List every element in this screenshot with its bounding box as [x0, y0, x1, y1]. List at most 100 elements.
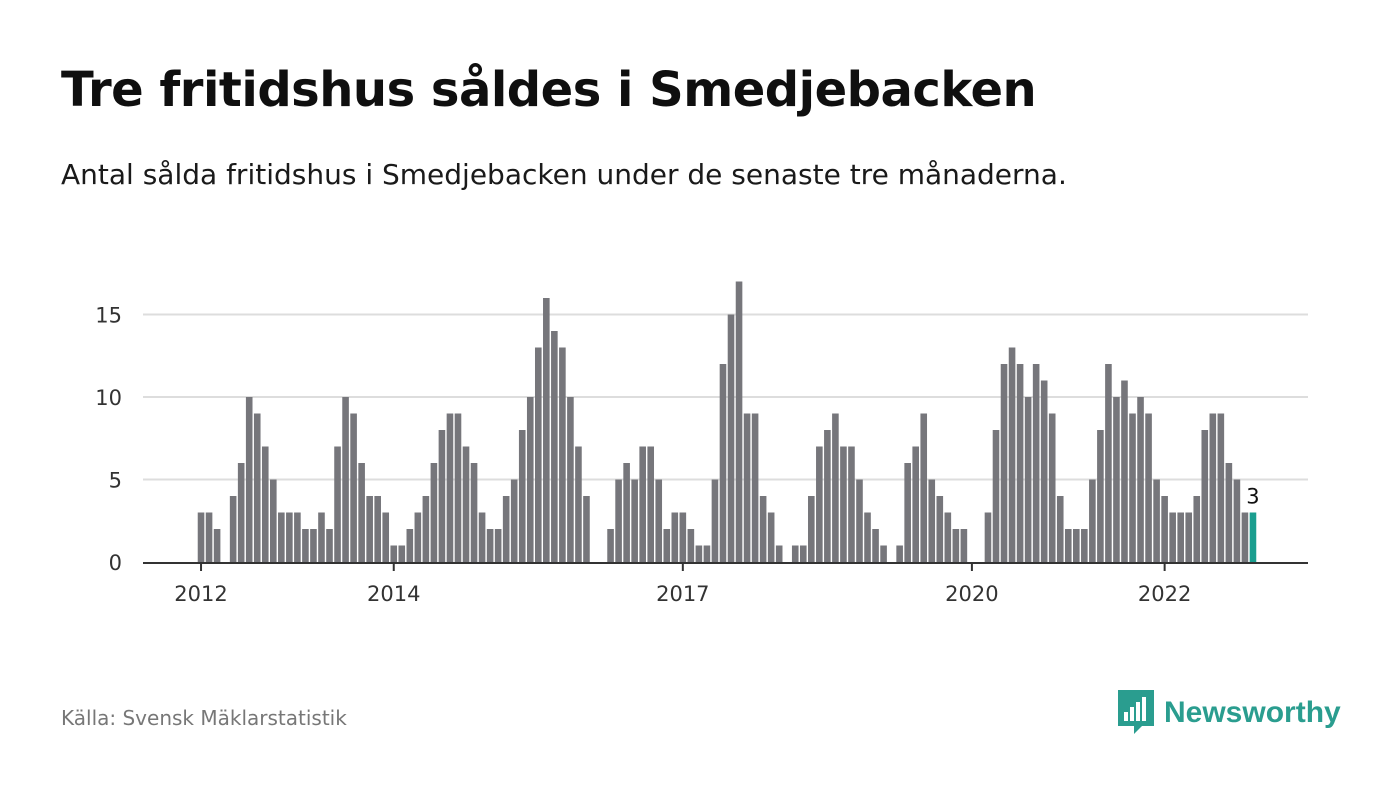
bar[interactable] — [1153, 479, 1160, 563]
bar[interactable] — [534, 347, 542, 563]
bar[interactable] — [1217, 413, 1225, 563]
bar[interactable] — [1113, 397, 1120, 562]
bar[interactable] — [350, 413, 357, 563]
bar-highlight[interactable] — [1249, 512, 1257, 563]
bar[interactable] — [510, 479, 518, 563]
bar[interactable] — [559, 347, 566, 563]
bar[interactable] — [759, 496, 767, 562]
bar[interactable] — [912, 446, 919, 563]
bar[interactable] — [864, 512, 871, 563]
bar[interactable] — [775, 545, 783, 563]
bar[interactable] — [470, 463, 478, 562]
bar[interactable] — [1016, 364, 1024, 562]
bar[interactable] — [1073, 529, 1080, 562]
bar[interactable] — [462, 446, 470, 563]
bar[interactable] — [711, 479, 719, 563]
bar[interactable] — [318, 512, 325, 563]
bar[interactable] — [1000, 364, 1008, 562]
bar[interactable] — [358, 463, 365, 562]
bar[interactable] — [406, 529, 414, 562]
bar[interactable] — [446, 413, 454, 563]
bar[interactable] — [583, 496, 590, 562]
bar[interactable] — [623, 463, 630, 562]
bar[interactable] — [824, 430, 831, 562]
bar[interactable] — [1089, 479, 1096, 563]
bar[interactable] — [1064, 529, 1072, 562]
bar[interactable] — [936, 496, 944, 562]
bar[interactable] — [1081, 529, 1088, 562]
bar[interactable] — [647, 446, 655, 563]
bar[interactable] — [687, 529, 695, 562]
bar[interactable] — [1233, 479, 1241, 563]
bar[interactable] — [655, 479, 663, 563]
bar[interactable] — [382, 512, 390, 563]
bar[interactable] — [607, 529, 614, 562]
bar[interactable] — [992, 430, 1000, 562]
bar[interactable] — [1129, 413, 1136, 563]
bar[interactable] — [1040, 380, 1048, 563]
bar[interactable] — [799, 545, 807, 563]
bar[interactable] — [567, 397, 574, 562]
bar[interactable] — [1097, 430, 1104, 562]
bar[interactable] — [1193, 496, 1201, 562]
bar[interactable] — [390, 545, 398, 563]
bar[interactable] — [278, 512, 285, 563]
bar[interactable] — [1008, 347, 1016, 563]
bar[interactable] — [767, 512, 775, 563]
bar[interactable] — [615, 479, 622, 563]
bar[interactable] — [543, 298, 550, 562]
bar[interactable] — [366, 496, 373, 562]
bar[interactable] — [1209, 413, 1217, 563]
bar[interactable] — [1177, 512, 1184, 563]
bar[interactable] — [631, 479, 638, 563]
bar[interactable] — [872, 529, 879, 562]
bar[interactable] — [1169, 512, 1176, 563]
bar[interactable] — [920, 413, 928, 563]
bar[interactable] — [663, 529, 671, 562]
bar[interactable] — [237, 463, 245, 562]
bar[interactable] — [398, 545, 406, 563]
bar[interactable] — [1024, 397, 1032, 562]
bar[interactable] — [848, 446, 855, 563]
bar[interactable] — [944, 512, 952, 563]
bar[interactable] — [1145, 413, 1152, 563]
bar[interactable] — [342, 397, 349, 562]
bar[interactable] — [840, 446, 847, 563]
bar[interactable] — [502, 496, 510, 562]
bar[interactable] — [430, 463, 438, 562]
bar[interactable] — [671, 512, 679, 563]
bar[interactable] — [205, 512, 213, 563]
bar[interactable] — [1185, 512, 1193, 563]
bar[interactable] — [575, 446, 582, 563]
bar[interactable] — [286, 512, 293, 563]
bar[interactable] — [422, 496, 430, 562]
bar[interactable] — [880, 545, 887, 563]
bar[interactable] — [302, 529, 309, 562]
brand-logo[interactable]: Newsworthy — [1118, 690, 1341, 736]
bar[interactable] — [1137, 397, 1144, 562]
bar[interactable] — [1121, 380, 1128, 563]
bar[interactable] — [1161, 496, 1168, 562]
bar[interactable] — [454, 413, 462, 563]
bar[interactable] — [952, 529, 960, 562]
bar[interactable] — [703, 545, 711, 563]
bar[interactable] — [808, 496, 815, 562]
bar[interactable] — [816, 446, 823, 563]
bar[interactable] — [253, 413, 261, 563]
bar[interactable] — [326, 529, 333, 562]
bar[interactable] — [494, 529, 502, 562]
bar[interactable] — [478, 512, 486, 563]
bar[interactable] — [213, 529, 221, 562]
bar[interactable] — [751, 413, 759, 563]
bar[interactable] — [518, 430, 526, 562]
bar[interactable] — [904, 463, 911, 562]
bar[interactable] — [294, 512, 301, 563]
bar[interactable] — [414, 512, 422, 563]
bar[interactable] — [695, 545, 703, 563]
bar[interactable] — [727, 314, 735, 563]
bar[interactable] — [229, 496, 237, 562]
bar[interactable] — [639, 446, 646, 563]
bar[interactable] — [310, 529, 317, 562]
bar[interactable] — [261, 446, 269, 563]
bar[interactable] — [1032, 364, 1040, 562]
